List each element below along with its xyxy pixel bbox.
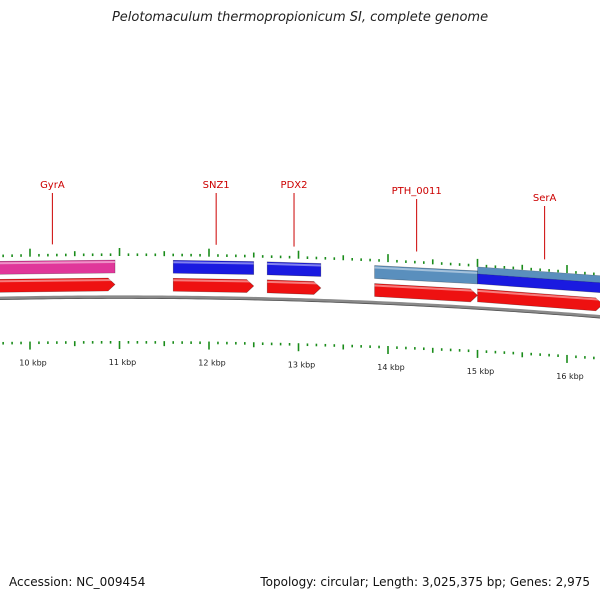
bottom-tick-track <box>2 341 595 363</box>
cds-3 <box>266 279 322 295</box>
cds-4 <box>374 283 478 303</box>
gene-label-group: GyrA SNZ1 PDX2 PTH_0011 SerA <box>40 180 557 260</box>
gene-label-pth-0011: PTH_0011 <box>392 186 442 197</box>
pdx2-feature-highlight <box>267 262 321 267</box>
pdx2-feature <box>266 261 322 277</box>
backbone-line <box>0 295 600 319</box>
cds-5 <box>477 288 600 312</box>
pth-0011-feature-highlight <box>374 266 478 274</box>
cds-5-highlight <box>477 289 600 301</box>
scale-label-11: 11 kbp <box>109 358 137 367</box>
feature-track <box>0 259 600 312</box>
gyra-feature-highlight <box>0 261 116 265</box>
cds-2 <box>172 277 255 293</box>
gyra-feature <box>0 259 116 275</box>
cds-1 <box>0 277 116 293</box>
snz1-feature-highlight <box>173 261 254 265</box>
cds-1-highlight <box>0 279 116 283</box>
scale-label-group: 10 kbp 11 kbp 12 kbp 13 kbp 14 kbp 15 kbp 16 k… <box>19 358 584 381</box>
sera-feature-overlay <box>477 266 600 283</box>
scale-label-10: 10 kbp <box>19 359 47 368</box>
scale-label-14: 14 kbp <box>377 363 405 372</box>
scale-label-16: 16 kbp <box>556 372 584 381</box>
gene-label-sera: SerA <box>533 193 557 204</box>
cds-3-highlight <box>267 280 321 285</box>
scale-label-13: 13 kbp <box>288 360 316 369</box>
gene-label-gyra: GyrA <box>40 180 65 191</box>
genome-summary-text: Topology: circular; Length: 3,025,375 bp… <box>260 575 590 589</box>
accession-text: Accession: NC_009454 <box>9 575 146 589</box>
gene-label-pdx2: PDX2 <box>281 180 308 191</box>
gene-label-snz1: SNZ1 <box>203 180 230 191</box>
cds-2-highlight <box>173 279 254 283</box>
cds-4-highlight <box>374 284 478 292</box>
top-tick-track <box>2 248 595 276</box>
backbone-shadow <box>0 297 600 319</box>
map-title: Pelotomaculum thermopropionicum SI, comp… <box>111 10 489 25</box>
scale-label-15: 15 kbp <box>467 367 495 376</box>
genome-backbone <box>0 295 600 319</box>
scale-label-12: 12 kbp <box>198 359 226 368</box>
snz1-feature <box>172 259 255 275</box>
